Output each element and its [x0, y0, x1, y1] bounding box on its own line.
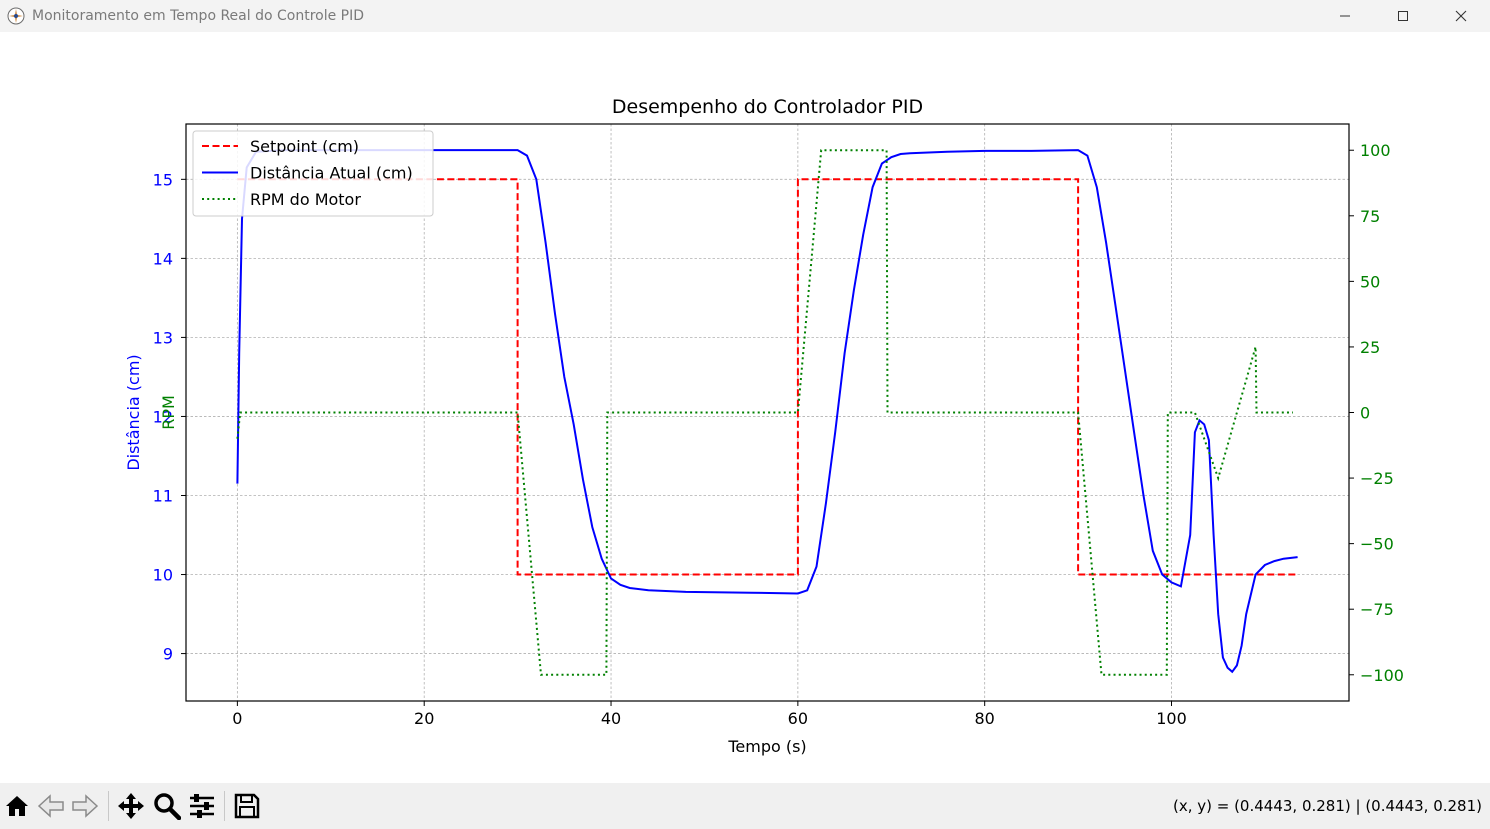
- x-tick-label: 100: [1156, 709, 1187, 728]
- save-button[interactable]: [232, 791, 262, 821]
- maximize-icon: [1398, 11, 1408, 21]
- app-icon: [7, 7, 25, 25]
- y-right-tick-label: −50: [1360, 535, 1394, 554]
- x-tick-label: 40: [601, 709, 621, 728]
- y-left-tick-label: 15: [153, 170, 173, 189]
- window-title: Monitoramento em Tempo Real do Controle …: [32, 8, 365, 24]
- y-left-tick-label: 14: [153, 249, 173, 268]
- chart-title: Desempenho do Controlador PID: [612, 96, 923, 118]
- y-right-tick-label: −75: [1360, 600, 1394, 619]
- home-button[interactable]: [2, 791, 32, 821]
- y-left-tick-label: 11: [153, 486, 173, 505]
- x-tick-label: 60: [788, 709, 808, 728]
- minimize-button[interactable]: [1316, 0, 1374, 32]
- x-tick-label: 20: [414, 709, 434, 728]
- zoom-icon: [154, 793, 181, 820]
- navigation-toolbar: (x, y) = (0.4443, 0.281) | (0.4443, 0.28…: [0, 783, 1490, 829]
- series-line-2: [236, 149, 1293, 676]
- y-right-tick-label: 50: [1360, 272, 1380, 291]
- back-button[interactable]: [36, 791, 66, 821]
- y-right-tick-label: −100: [1360, 666, 1404, 685]
- forward-button[interactable]: [70, 791, 100, 821]
- legend-label: Distância Atual (cm): [250, 164, 413, 183]
- x-tick-label: 0: [232, 709, 242, 728]
- cursor-coordinates: (x, y) = (0.4443, 0.281) | (0.4443, 0.28…: [1172, 797, 1482, 815]
- configure-subplots-button[interactable]: [187, 791, 217, 821]
- close-button[interactable]: [1432, 0, 1490, 32]
- home-icon: [6, 796, 28, 816]
- legend-label: Setpoint (cm): [250, 137, 359, 156]
- plot-canvas[interactable]: 0 20 40 60 80 100 9 10 11 12 13 14 15 −100 −75 −50 −25 0 2…: [0, 32, 1490, 782]
- x-axis-label: Tempo (s): [727, 737, 806, 756]
- y-left-tick-label: 12: [153, 407, 173, 426]
- series-line-1: [236, 149, 1298, 674]
- y-right-tick-label: 75: [1360, 207, 1380, 226]
- configure-subplots-icon: [190, 794, 214, 818]
- window-titlebar: Monitoramento em Tempo Real do Controle …: [0, 0, 1490, 32]
- y-left-axis-label: Distância (cm): [124, 354, 143, 470]
- legend: Setpoint (cm) Distância Atual (cm) RPM do …: [192, 130, 434, 217]
- pid-chart: 0 20 40 60 80 100 9 10 11 12 13 14 15 −100 −75 −50 −25 0 2…: [124, 96, 1404, 756]
- legend-box: [192, 130, 434, 217]
- y-right-tick-label: 100: [1360, 141, 1391, 160]
- minimize-icon: [1340, 15, 1350, 17]
- pan-icon: [118, 793, 144, 819]
- x-tick-label: 80: [975, 709, 995, 728]
- y-left-tick-label: 13: [153, 328, 173, 347]
- y-left-tick-label: 9: [163, 645, 173, 664]
- series-line-0: [237, 178, 1298, 576]
- save-icon: [234, 793, 260, 819]
- zoom-button[interactable]: [152, 791, 182, 821]
- y-left-tick-label: 10: [153, 566, 173, 585]
- back-arrow-icon: [37, 794, 64, 818]
- y-right-axis-label: RPM: [159, 395, 178, 430]
- close-icon: [1455, 10, 1467, 22]
- pan-button[interactable]: [116, 791, 146, 821]
- y-right-tick-label: 25: [1360, 338, 1380, 357]
- forward-arrow-icon: [72, 794, 99, 818]
- maximize-button[interactable]: [1374, 0, 1432, 32]
- legend-label: RPM do Motor: [250, 190, 361, 209]
- y-right-tick-label: −25: [1360, 469, 1394, 488]
- y-right-tick-label: 0: [1360, 404, 1370, 423]
